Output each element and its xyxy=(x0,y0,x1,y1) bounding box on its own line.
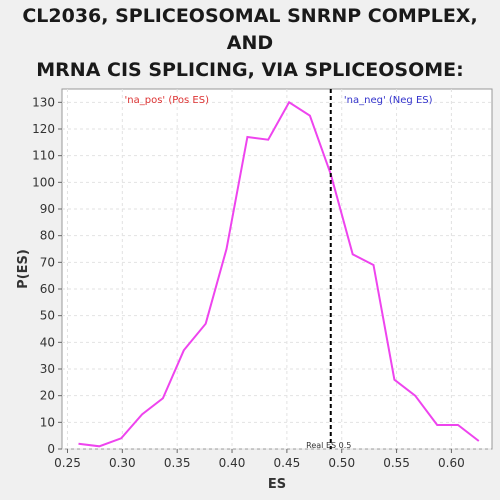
annotations: Real ES 0.5 'na_pos' (Pos ES) 'na_neg' (Ne… xyxy=(125,89,433,450)
series-layer xyxy=(78,100,480,448)
y-tick-label: 120 xyxy=(32,122,55,136)
series-line xyxy=(78,100,480,448)
y-tick-label: 40 xyxy=(40,335,55,349)
x-tick-label: 0.35 xyxy=(164,456,191,470)
y-axis-label: P(ES) xyxy=(16,249,31,289)
y-tick-label: 20 xyxy=(40,389,55,403)
y-tick-label: 100 xyxy=(32,175,55,189)
x-tick-label: 0.25 xyxy=(54,456,81,470)
y-tick-label: 80 xyxy=(40,229,55,243)
y-tick-label: 70 xyxy=(40,255,55,269)
real-es-label: Real ES 0.5 xyxy=(306,441,351,450)
x-tick-label: 0.60 xyxy=(438,456,465,470)
grid-lines xyxy=(62,89,492,450)
y-tick-label: 10 xyxy=(40,415,55,429)
x-tick-label: 0.55 xyxy=(383,456,410,470)
x-tick-label: 0.40 xyxy=(219,456,246,470)
y-tick-label: 60 xyxy=(40,282,55,296)
y-tick-label: 90 xyxy=(40,202,55,216)
y-tick-label: 130 xyxy=(32,95,55,109)
plot-area xyxy=(61,88,493,450)
x-tick-label: 0.30 xyxy=(109,456,136,470)
y-tick-label: 110 xyxy=(32,149,55,163)
pos-es-annotation: 'na_pos' (Pos ES) xyxy=(125,95,210,106)
x-tick-label: 0.50 xyxy=(328,456,355,470)
neg-es-annotation: 'na_neg' (Neg ES) xyxy=(344,95,433,106)
y-tick-label: 0 xyxy=(47,442,55,456)
y-tick-label: 30 xyxy=(40,362,55,376)
y-tick-label: 50 xyxy=(40,309,55,323)
axis-ticks: 0.25 0.30 0.35 0.40 0.45 0.50 0.55 0.60 0 10 20 30 4… xyxy=(32,95,465,470)
x-tick-label: 0.45 xyxy=(274,456,301,470)
x-axis-label: ES xyxy=(268,477,286,492)
